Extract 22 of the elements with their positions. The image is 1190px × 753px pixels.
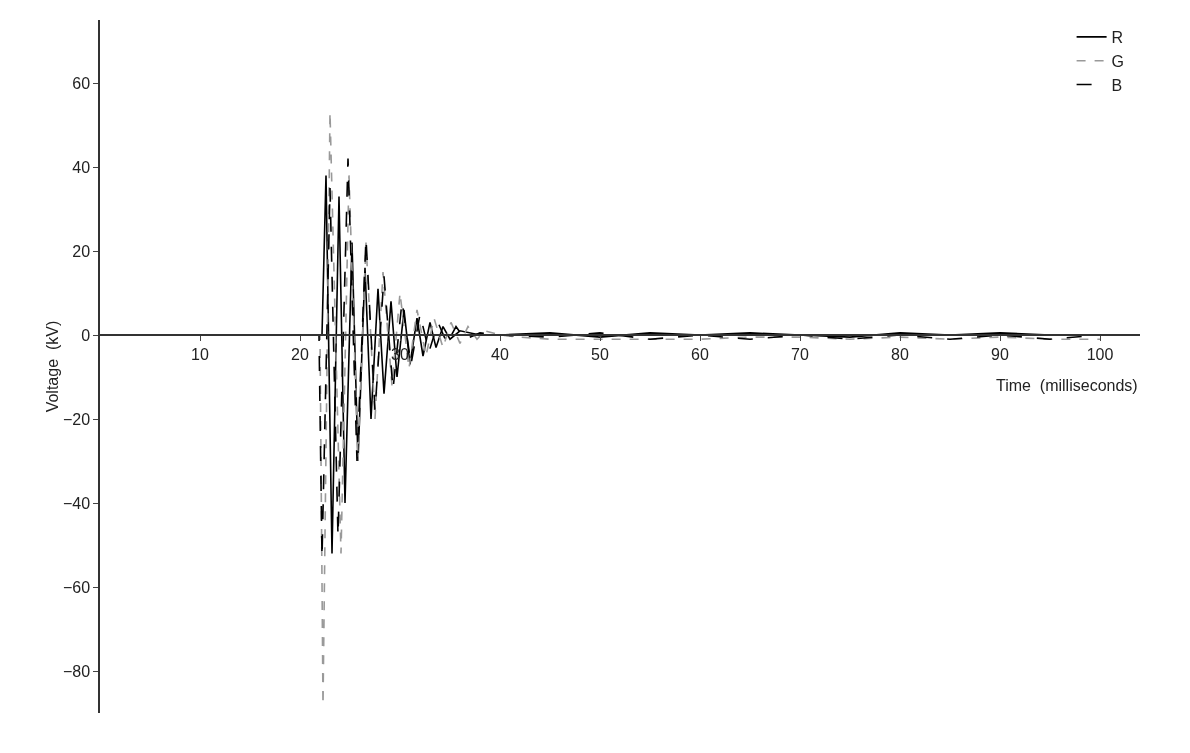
x-tick-label: 100 (1086, 345, 1114, 363)
x-tick-label: 10 (191, 345, 209, 363)
x-tick-label: 20 (291, 345, 309, 363)
y-tick-label: −40 (62, 494, 91, 512)
legend-label: B (1111, 76, 1123, 94)
x-tick-label: 90 (991, 345, 1009, 363)
x-axis-title: Time (milliseconds) (996, 377, 1138, 394)
x-tick-label: 70 (791, 345, 809, 363)
y-tick-label: 60 (72, 74, 91, 92)
y-tick-label: 40 (72, 158, 91, 176)
legend-label: R (1111, 29, 1124, 47)
y-tick-label: −80 (62, 662, 91, 680)
y-tick-label: −20 (62, 410, 91, 428)
x-tick-label: 80 (891, 345, 909, 363)
y-tick-label: 0 (81, 326, 91, 344)
y-tick-label: 20 (72, 242, 91, 260)
legend-label: G (1111, 52, 1125, 70)
y-tick-label: −60 (62, 578, 91, 596)
x-tick-label: 40 (491, 345, 509, 363)
x-tick-label: 50 (591, 345, 609, 363)
x-tick-label: 60 (691, 345, 709, 363)
y-axis-title: Voltage (kV) (43, 320, 61, 413)
